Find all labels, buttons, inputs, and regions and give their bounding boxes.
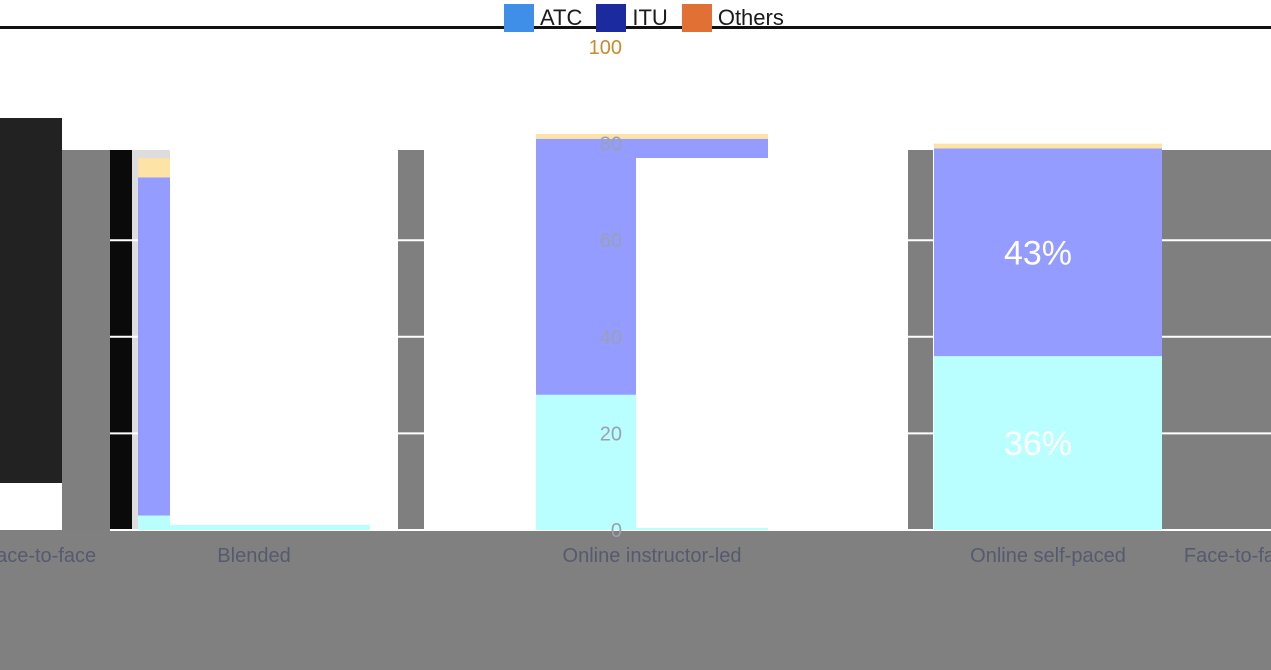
legend-item-atc[interactable]: ATC bbox=[504, 4, 582, 32]
left-mid-panel bbox=[62, 150, 112, 530]
legend-label-itu: ITU bbox=[632, 5, 668, 30]
far-right-gray-panel bbox=[1162, 150, 1271, 530]
y-tick-label: 80 bbox=[600, 134, 622, 156]
occluding-panel-center bbox=[636, 158, 868, 528]
legend: ATC ITU Others bbox=[504, 4, 784, 32]
legend-swatch-atc bbox=[504, 4, 534, 32]
legend-swatch-others bbox=[681, 4, 712, 32]
legend-label-others: Others bbox=[717, 5, 784, 30]
data-label: 43% bbox=[1004, 234, 1072, 272]
legend-swatch-itu bbox=[596, 4, 627, 32]
occluding-panel-left bbox=[170, 150, 382, 525]
y-tick-label: 100 bbox=[589, 37, 622, 59]
left-black-column bbox=[110, 150, 132, 530]
bar-segment-others bbox=[934, 143, 1162, 149]
left-dark-panel bbox=[0, 118, 62, 483]
top-rule bbox=[0, 26, 1271, 29]
bar-segment-atc bbox=[934, 356, 1162, 530]
legend-item-others[interactable]: Others bbox=[681, 4, 784, 32]
x-tick-label: Face-to-face bbox=[1184, 545, 1271, 567]
y-tick-label: 60 bbox=[600, 230, 622, 252]
x-tick-label: Online self-paced bbox=[970, 545, 1126, 567]
right-gray-column bbox=[908, 150, 933, 530]
x-tick-label: Face-to-face bbox=[0, 545, 96, 567]
data-label: 70% bbox=[210, 328, 278, 366]
bar-segment-itu bbox=[934, 148, 1162, 357]
lower-background-panel bbox=[0, 530, 1271, 670]
x-tick-label: Online instructor-led bbox=[563, 545, 742, 567]
x-axis-ticks: Face-to-face Blended Online instructor-led… bbox=[0, 545, 1271, 567]
x-tick-label: Blended bbox=[217, 545, 290, 567]
middle-gray-column bbox=[398, 150, 424, 530]
legend-item-itu[interactable]: ITU bbox=[596, 4, 668, 32]
y-tick-label: 40 bbox=[600, 327, 622, 349]
data-labels: 70% 43% 36% bbox=[210, 234, 1072, 463]
y-tick-label: 20 bbox=[600, 423, 622, 445]
y-tick-label: 0 bbox=[611, 520, 622, 542]
y-axis-ticks: 0 20 40 60 80 100 bbox=[589, 37, 622, 542]
data-label: 36% bbox=[1004, 425, 1072, 463]
bar-segment-others bbox=[536, 133, 768, 139]
legend-label-atc: ATC bbox=[540, 5, 583, 30]
